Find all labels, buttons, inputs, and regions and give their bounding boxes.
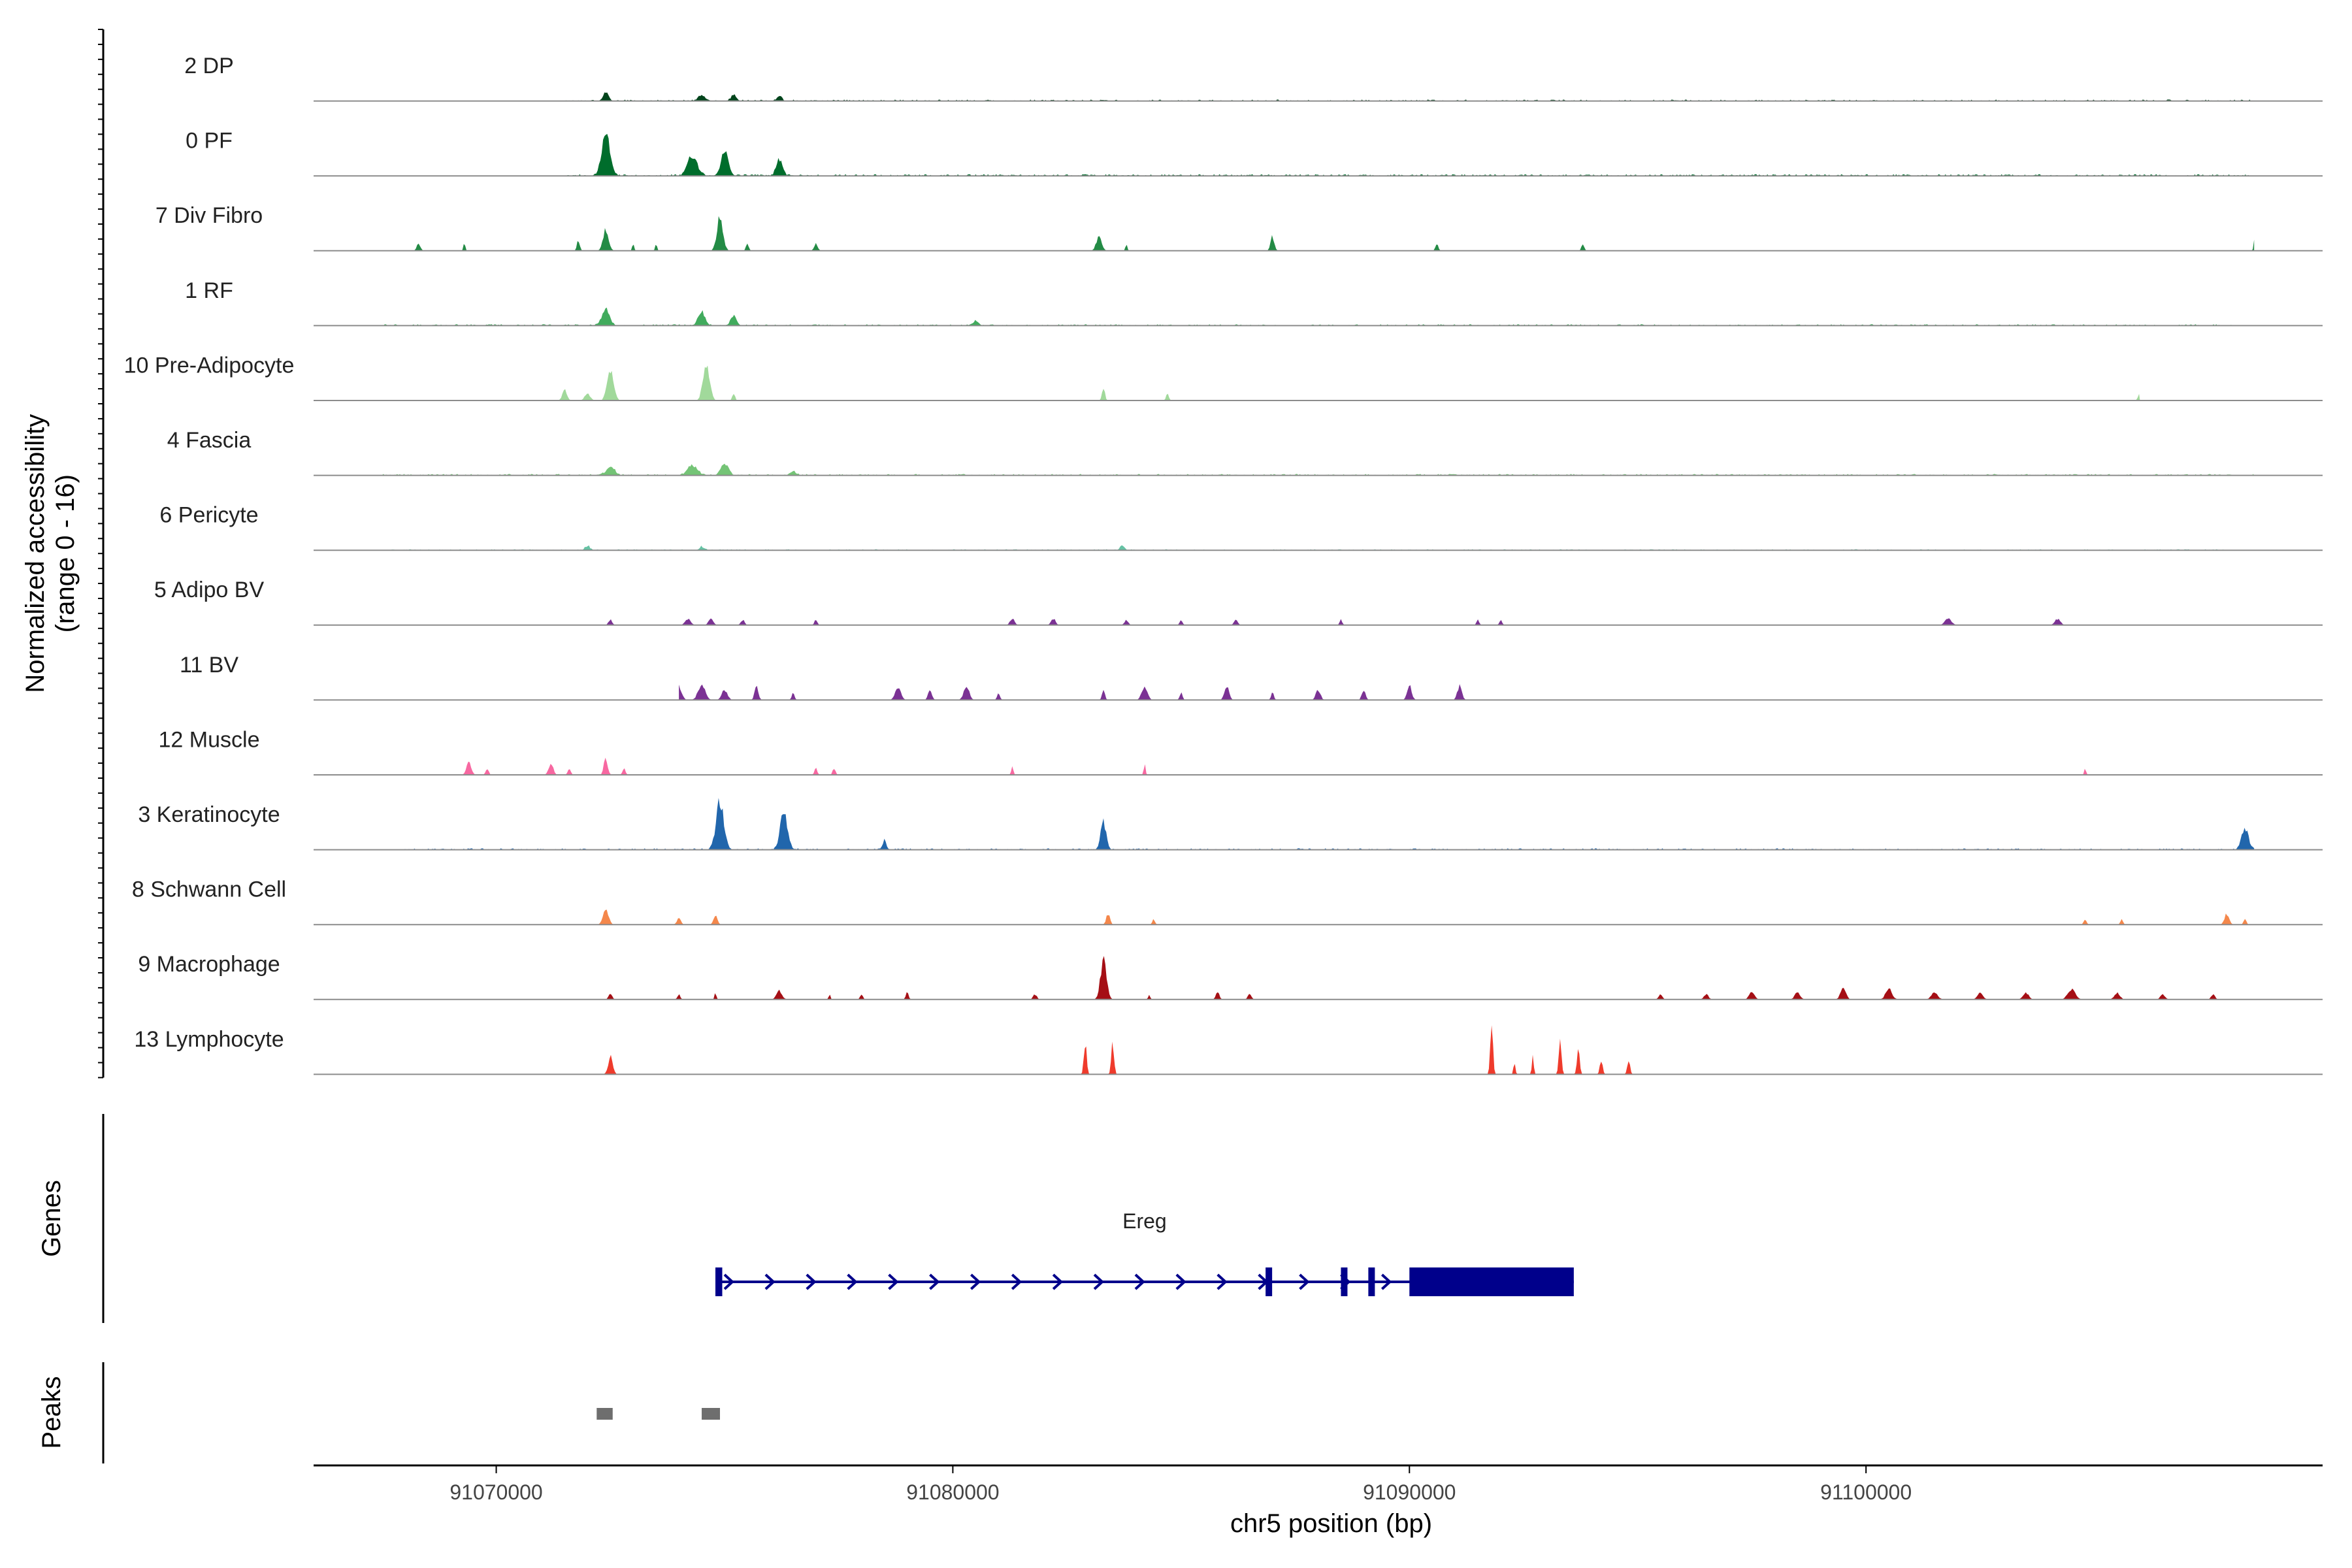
peak-region (596, 1408, 613, 1420)
peaks-track-title: Peaks (37, 1376, 66, 1448)
strand-arrow-icon (764, 1273, 776, 1290)
strand-arrow-icon (929, 1273, 940, 1290)
track-9: 11 BV (180, 653, 2323, 701)
track-5: 10 Pre-Adipocyte (124, 353, 2323, 401)
coverage-area (450, 757, 2095, 775)
y-axis-title-line: Normalized accessibility (21, 414, 50, 693)
strand-arrow-icon (806, 1273, 817, 1290)
coverage-area (564, 134, 2255, 176)
strand-arrow-icon (888, 1273, 899, 1290)
gene-exon (1266, 1267, 1273, 1296)
coverage-area (404, 798, 2255, 850)
coverage-area (404, 216, 2255, 251)
y-axis (98, 29, 105, 1079)
coverage-area (564, 92, 2255, 101)
coverage-area (587, 909, 2255, 925)
x-tick-label: 91100000 (1820, 1480, 1912, 1504)
track-label: 2 DP (184, 54, 234, 78)
strand-arrow-icon (1093, 1273, 1105, 1290)
track-13: 9 Macrophage (138, 952, 2323, 1000)
strand-arrow-icon (970, 1273, 981, 1290)
coverage-area (382, 307, 2232, 326)
peaks-panel (102, 1362, 720, 1463)
coverage-area (382, 463, 2255, 476)
track-label: 4 Fascia (167, 428, 252, 453)
strand-arrow-icon (723, 1273, 734, 1290)
gene-Ereg: Ereg (715, 1209, 1574, 1296)
track-1: 2 DP (184, 54, 2323, 102)
track-11: 3 Keratinocyte (138, 798, 2323, 851)
tracks-panel: 2 DP 0 PF 7 Div Fibro 1 RF 10 Pre-Adipocyte 4… (98, 29, 2323, 1079)
track-12: 8 Schwann Cell (132, 877, 2323, 926)
strand-arrow-icon (1217, 1273, 1228, 1290)
gene-exon (715, 1267, 723, 1296)
track-3: 7 Div Fibro (155, 203, 2323, 252)
strand-arrow-icon (847, 1273, 858, 1290)
coverage-area (587, 956, 2232, 1000)
track-label: 0 PF (186, 129, 233, 154)
x-tick-label: 91070000 (449, 1480, 542, 1504)
track-label: 9 Macrophage (138, 952, 280, 977)
track-10: 12 Muscle (159, 727, 2323, 776)
strand-arrow-icon (1299, 1273, 1310, 1290)
strand-arrow-icon (1175, 1273, 1186, 1290)
track-label: 10 Pre-Adipocyte (124, 353, 295, 378)
track-label: 11 BV (180, 653, 238, 678)
coverage-area (679, 684, 1478, 700)
track-label: 6 Pericyte (159, 503, 258, 528)
y-axis-title: Normalized accessibility(range 0 - 16) (21, 414, 80, 693)
track-6: 4 Fascia (167, 428, 2323, 476)
coverage-area (382, 545, 2232, 551)
track-label: 12 Muscle (159, 727, 260, 752)
x-tick-label: 91080000 (906, 1480, 999, 1504)
track-14: 13 Lymphocyte (134, 1025, 2323, 1075)
track-label: 1 RF (185, 278, 233, 303)
x-axis: 91070000 91080000 91090000 91100000 (314, 1464, 2323, 1504)
peak-region (702, 1408, 720, 1420)
track-label: 13 Lymphocyte (134, 1027, 284, 1052)
track-label: 5 Adipo BV (154, 578, 265, 602)
gene-exon (1368, 1267, 1375, 1296)
track-label: 8 Schwann Cell (132, 877, 286, 902)
gene-name-label: Ereg (1122, 1209, 1167, 1233)
strand-arrow-icon (1134, 1273, 1145, 1290)
coverage-area (555, 365, 2140, 400)
genes-panel: Ereg (102, 1114, 1574, 1323)
strand-arrow-icon (1011, 1273, 1022, 1290)
coverage-area (587, 618, 2140, 625)
track-2: 0 PF (186, 129, 2323, 177)
strand-arrow-icon (1052, 1273, 1064, 1290)
genes-track-title: Genes (37, 1180, 66, 1257)
track-4: 1 RF (185, 278, 2323, 327)
track-8: 5 Adipo BV (154, 578, 2323, 626)
track-label: 7 Div Fibro (155, 203, 263, 228)
y-axis-title-line: (range 0 - 16) (51, 474, 80, 632)
strand-arrow-icon (1380, 1273, 1392, 1290)
coverage-area (587, 1025, 1638, 1075)
gene-exon (1341, 1267, 1348, 1296)
gene-exon (1409, 1267, 1574, 1296)
track-7: 6 Pericyte (159, 503, 2323, 551)
x-axis-title: chr5 position (bp) (1230, 1509, 1432, 1538)
track-label: 3 Keratinocyte (138, 802, 280, 827)
x-tick-label: 91090000 (1363, 1480, 1456, 1504)
